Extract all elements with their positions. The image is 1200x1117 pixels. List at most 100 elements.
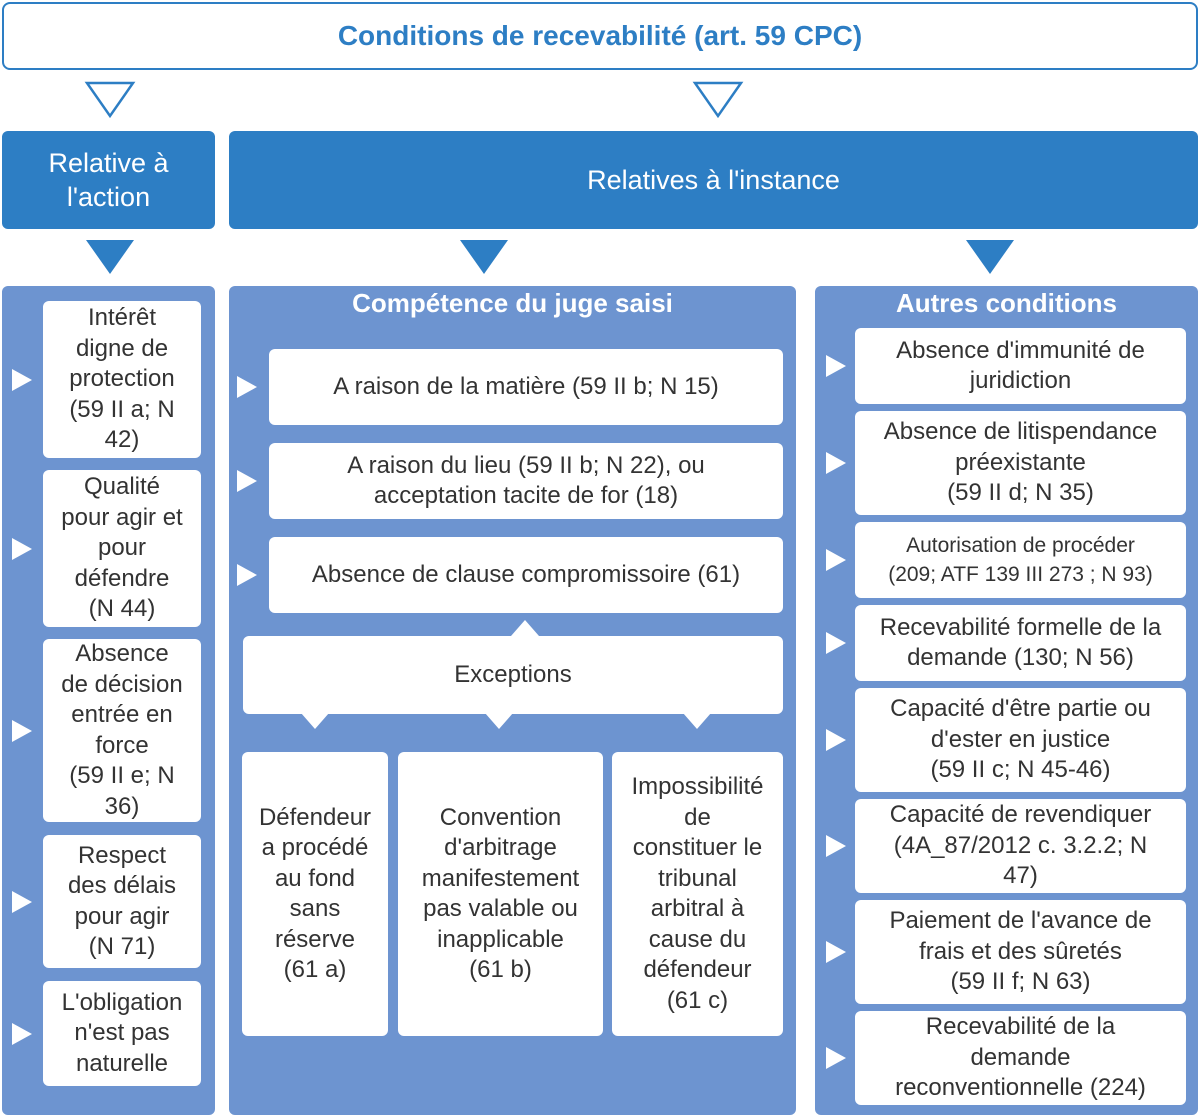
header-line: Relative à	[48, 148, 169, 178]
condition-line: naturelle	[75, 1049, 169, 1077]
condition-box: Absence de litispendance préexistante (59 …	[855, 411, 1186, 515]
condition-line: pour agir et	[61, 503, 183, 531]
connector-notch	[683, 713, 711, 729]
condition-line: Absence de clause compromissoire (61)	[311, 560, 741, 588]
condition-line: 42)	[104, 426, 140, 454]
condition-line: sans	[289, 895, 341, 922]
panel-title-autres: Autres conditions	[895, 288, 1117, 318]
condition-line: Qualité	[83, 473, 161, 501]
condition-line: (59 II d; N 35)	[947, 479, 1094, 507]
condition-line: cause du	[648, 925, 747, 953]
condition-line: Impossibilité	[631, 773, 764, 800]
arrow-right-icon	[12, 537, 32, 560]
condition-line: 47)	[1003, 862, 1038, 890]
condition-line: (59 II f; N 63)	[950, 968, 1091, 996]
condition-box: Absence de clause compromissoire (61)	[269, 537, 783, 613]
condition-box: Capacité d'être partie ou d'ester en just…	[855, 688, 1186, 792]
condition-line: Recevabilité formelle de la	[879, 613, 1162, 641]
condition-box: Absence de décision entrée en force (59 II e…	[43, 639, 201, 822]
header-relatives-instance: Relatives à l'instance	[229, 131, 1198, 229]
condition-line: Défendeur	[258, 803, 372, 831]
condition-box: Recevabilité formelle de la demande (130;…	[855, 605, 1186, 681]
condition-line: pour agir	[74, 902, 170, 930]
condition-line: de décision	[61, 670, 183, 698]
arrow-right-icon	[12, 1022, 32, 1045]
condition-line: protection	[69, 365, 175, 393]
condition-line: frais et des sûretés	[919, 937, 1122, 965]
condition-box: L'obligation n'est pas naturelle	[43, 981, 201, 1086]
arrow-down-icon	[966, 240, 1014, 274]
condition-line: entrée en	[71, 701, 173, 728]
connector-notch	[485, 713, 513, 729]
condition-box: A raison du lieu (59 II b; N 22), ou acce…	[269, 443, 783, 519]
condition-box: Convention d'arbitrage manifestement pas va…	[398, 752, 603, 1036]
condition-box: Capacité de revendiquer (4A_87/2012 c. 3.…	[855, 799, 1186, 893]
condition-line: manifestement	[421, 864, 580, 892]
arrow-right-icon	[826, 549, 846, 571]
condition-line: Paiement de l'avance de	[889, 907, 1152, 935]
condition-line: 36)	[104, 792, 140, 820]
arrow-right-icon	[12, 719, 32, 742]
diagram-title: Conditions de recevabilité (art. 59 CPC)	[2, 2, 1198, 70]
condition-line: (59 II c; N 45-46)	[930, 756, 1111, 784]
panel-title-competence: Compétence du juge saisi	[352, 288, 673, 318]
condition-box: Autorisation de procéder (209; ATF 139 II…	[855, 522, 1186, 598]
condition-line: juridiction	[969, 367, 1072, 394]
arrow-right-icon	[826, 632, 846, 654]
condition-line: Respect	[77, 841, 167, 869]
condition-line: reconventionnelle (224)	[895, 1074, 1146, 1102]
condition-line: Convention	[439, 803, 562, 831]
arrow-right-icon	[826, 835, 846, 857]
condition-box: Défendeur a procédé au fond sans réserve (61 …	[242, 752, 388, 1036]
condition-box: Recevabilité de la demande reconventionnel…	[855, 1011, 1186, 1105]
condition-line: des délais	[67, 872, 177, 899]
condition-line: Autorisation de procéder	[906, 534, 1135, 557]
arrow-right-icon	[826, 355, 846, 377]
arrow-right-icon	[237, 376, 257, 398]
condition-line: Absence d'immunité de	[896, 336, 1145, 364]
condition-line: d'ester en justice	[930, 725, 1111, 753]
header-relative-action: Relative à l'action	[2, 131, 215, 229]
condition-line: tribunal	[658, 864, 737, 892]
condition-line: (61 a)	[283, 956, 347, 983]
condition-line: d'arbitrage	[444, 834, 557, 861]
arrow-right-icon	[826, 729, 846, 751]
condition-line: n'est pas	[74, 1019, 170, 1047]
outline-arrow-down-icon	[692, 81, 744, 119]
condition-line: a procédé	[261, 834, 369, 861]
exceptions-box: Exceptions	[243, 636, 783, 714]
condition-line: (N 44)	[88, 595, 156, 623]
condition-box: Respect des délais pour agir (N 71)	[43, 835, 201, 968]
condition-line: pour	[97, 534, 147, 562]
arrow-right-icon	[826, 941, 846, 963]
condition-line: Recevabilité de la	[925, 1013, 1116, 1041]
condition-box: Paiement de l'avance de frais et des sûre…	[855, 900, 1186, 1004]
condition-line: défendre	[74, 564, 170, 592]
condition-line: force	[95, 731, 149, 759]
arrow-right-icon	[12, 890, 32, 913]
condition-line: (4A_87/2012 c. 3.2.2; N	[893, 831, 1148, 859]
condition-line: pas valable ou	[423, 895, 578, 922]
condition-line: (N 71)	[88, 933, 156, 960]
arrow-down-icon	[86, 240, 134, 274]
condition-box: A raison de la matière (59 II b; N 15)	[269, 349, 783, 425]
condition-line: A raison de la matière (59 II b; N 15)	[333, 372, 719, 400]
condition-box: Qualité pour agir et pour défendre (N 44)	[43, 470, 201, 627]
condition-line: (61 c)	[666, 986, 729, 1014]
condition-line: (59 II a; N	[69, 395, 175, 423]
connector-notch	[301, 713, 329, 729]
condition-line: Capacité d'être partie ou	[890, 695, 1151, 723]
condition-line: (209; ATF 139 III 273 ; N 93)	[888, 563, 1153, 586]
arrow-right-icon	[237, 470, 257, 492]
condition-line: Capacité de revendiquer	[889, 801, 1152, 829]
header-line: l'action	[66, 182, 151, 212]
outline-arrow-down-icon	[84, 81, 136, 119]
arrow-right-icon	[12, 368, 32, 391]
condition-box: Impossibilité de constituer le tribunal arbi…	[612, 752, 783, 1036]
condition-line: demande (130; N 56)	[907, 644, 1134, 671]
condition-line: constituer le	[632, 834, 763, 861]
condition-line: acceptation tacite de for (18)	[373, 482, 679, 509]
arrow-down-icon	[460, 240, 508, 274]
condition-line: A raison du lieu (59 II b; N 22), ou	[347, 451, 705, 479]
condition-line: demande	[970, 1043, 1071, 1071]
